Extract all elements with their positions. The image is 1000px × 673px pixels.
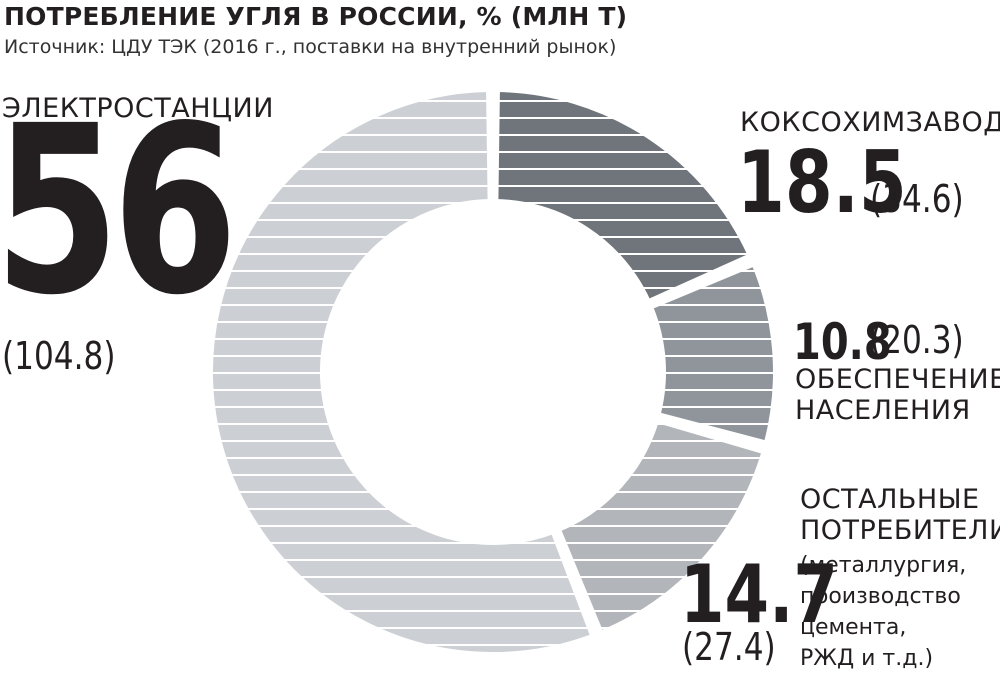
label-coke-name: КОКСОХИМЗАВОДЫ [740,107,1000,138]
label-other-name-2: ПОТРЕБИТЕЛИ [800,515,1000,546]
label-other-mt: (27.4) [682,625,776,669]
chart-subtitle: Источник: ЦДУ ТЭК (2016 г., поставки на … [4,36,617,58]
chart-title: ПОТРЕБЛЕНИЕ УГЛЯ В РОССИИ, % (МЛН Т) [4,2,628,31]
label-households-name-1: ОБЕСПЕЧЕНИЕ [795,364,1000,395]
label-other-name-1: ОСТАЛЬНЫЕ [800,484,980,515]
label-electrostations-percent: 56 [0,76,238,346]
label-other-percent: 14.7 [680,548,838,641]
label-coke-mt: (34.6) [870,177,964,221]
label-coke-percent: 18.5 [737,133,907,233]
label-other-note-3: цемента, [800,615,907,640]
label-other-note-2: производство [800,584,961,609]
label-electrostations-mt: (104.8) [2,334,116,378]
label-other-note-4: РЖД и т.д.) [800,646,934,671]
label-households-percent: 10.8 [793,313,892,371]
label-electrostations-name: ЭЛЕКТРОСТАНЦИИ [2,93,274,124]
label-households-name-2: НАСЕЛЕНИЯ [795,395,971,426]
label-other-note-1: (металлургия, [800,553,967,578]
label-households-mt: (20.3) [870,318,964,362]
